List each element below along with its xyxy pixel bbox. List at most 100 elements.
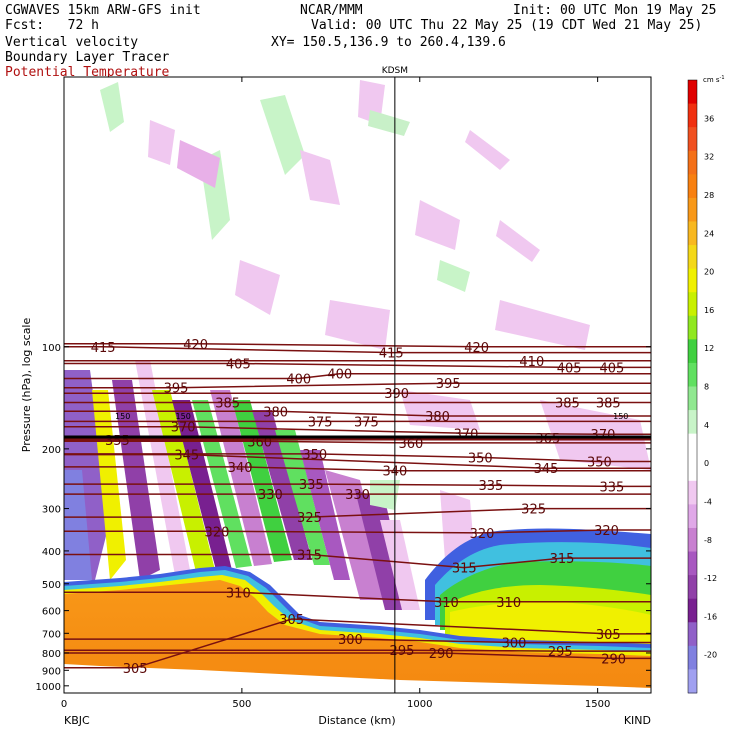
theta-label: 360: [247, 435, 272, 450]
y-tick-label: 500: [42, 580, 61, 591]
colorbar-segment: [688, 197, 697, 222]
colorbar-segment: [688, 268, 697, 293]
colorbar-tick-label: -8: [704, 536, 712, 545]
colorbar-segment: [688, 551, 697, 576]
bl-top-label: 150: [176, 412, 191, 421]
wave-band: [112, 380, 160, 580]
wave-patch: [437, 260, 470, 292]
theta-line: [64, 453, 651, 463]
colorbar-segment: [688, 150, 697, 175]
x-axis-label: Distance (km): [318, 714, 395, 727]
theta-line: [64, 591, 651, 603]
theta-label: 340: [228, 461, 253, 476]
theta-label: 320: [205, 525, 230, 540]
theta-label: 305: [596, 628, 621, 643]
colorbar-segment: [688, 598, 697, 623]
field-potential-temperature: Potential Temperature: [5, 65, 170, 80]
colorbar-tick-label: -20: [704, 651, 717, 660]
colorbar-segment: [688, 339, 697, 364]
theta-label: 405: [599, 361, 624, 376]
valid-time: Valid: 00 UTC Thu 22 May 25 (19 CDT Wed …: [311, 18, 703, 33]
y-tick-label: 900: [42, 666, 61, 677]
theta-label: 385: [596, 397, 621, 412]
model-title: CGWAVES 15km ARW-GFS init: [5, 3, 201, 18]
wave-patch: [260, 95, 305, 175]
theta-label: 310: [496, 596, 521, 611]
theta-line: [64, 507, 651, 518]
theta-labels: 415 420 415 420 410 405 405 405 400 400 395 395 390 3…: [91, 338, 629, 677]
colorbar-tick-label: 12: [704, 344, 714, 353]
theta-label: 415: [91, 341, 116, 356]
colorbar-segment: [688, 386, 697, 411]
colorbar-segment: [688, 410, 697, 435]
theta-label: 350: [302, 448, 327, 463]
colorbar-unit: cm s-1: [703, 75, 725, 84]
colorbar-segment: [688, 504, 697, 529]
colorbar-tick-label: 4: [704, 421, 709, 430]
theta-label: 380: [425, 410, 450, 425]
colorbar-segment: [688, 127, 697, 152]
theta-line: [64, 343, 651, 348]
theta-label: 405: [557, 361, 582, 376]
theta-label: 370: [171, 421, 196, 436]
theta-isentropes: [64, 343, 651, 669]
y-tick-label: 100: [42, 343, 61, 354]
colorbar-tick-label: -16: [704, 612, 717, 621]
theta-label: 335: [299, 478, 324, 493]
plot-frame: [63, 76, 652, 694]
theta-line: [64, 483, 651, 488]
theta-label: 345: [534, 462, 559, 477]
terrain: [64, 664, 651, 693]
colorbar-segment: [688, 433, 697, 458]
theta-label: 335: [599, 480, 624, 495]
theta-label: 410: [519, 355, 544, 370]
colorbar-segment: [688, 315, 697, 340]
y-tick-label: 300: [42, 505, 61, 516]
theta-line: [64, 425, 651, 435]
theta-label: 315: [452, 562, 477, 577]
colorbar-tick-label: 24: [704, 229, 714, 238]
theta-label: 315: [550, 552, 575, 567]
colorbar-segment: [688, 669, 697, 694]
theta-line: [64, 553, 651, 569]
theta-label: 315: [297, 549, 322, 564]
theta-label: 330: [258, 488, 283, 503]
theta-label: 330: [345, 488, 370, 503]
theta-label: 390: [384, 387, 409, 402]
wave-patch: [415, 200, 460, 250]
y-tick-label: 200: [42, 445, 61, 456]
colorbar-segment: [688, 480, 697, 505]
wave-band: [64, 470, 92, 580]
theta-label: 295: [548, 645, 573, 660]
theta-label: 310: [434, 596, 459, 611]
wave-patch: [235, 260, 280, 315]
colorbar-segment: [688, 457, 697, 482]
colorbar-segment: [688, 80, 697, 105]
colorbar-tick-label: 20: [704, 268, 714, 277]
colorbar-tick-label: 32: [704, 153, 714, 162]
colorbar-segment: [688, 103, 697, 128]
colorbar-segment: [688, 645, 697, 670]
colorbar-tick-label: 36: [704, 114, 714, 123]
theta-label: 345: [174, 449, 199, 464]
y-axis-label: Pressure (hPa), log scale: [20, 318, 33, 453]
wave-patch: [368, 110, 410, 136]
theta-label: 370: [454, 427, 479, 442]
wave-patch: [177, 140, 220, 188]
theta-label: 290: [429, 647, 454, 662]
theta-line: [64, 382, 651, 389]
theta-label: 305: [123, 662, 148, 677]
theta-label: 400: [286, 372, 311, 387]
theta-label: 365: [535, 432, 560, 447]
theta-label: 295: [390, 644, 415, 659]
theta-label: 420: [183, 338, 208, 353]
theta-label: 385: [555, 397, 580, 412]
theta-label: 350: [468, 451, 493, 466]
theta-label: 395: [164, 382, 189, 397]
theta-line: [64, 410, 651, 417]
theta-label: 325: [521, 503, 546, 518]
left-endpoint-label: KBJC: [64, 714, 90, 727]
field-boundary-layer-tracer: Boundary Layer Tracer: [5, 50, 170, 65]
y-axis: 100 200 300 400 500 600 700 800 900 1000: [36, 343, 651, 693]
